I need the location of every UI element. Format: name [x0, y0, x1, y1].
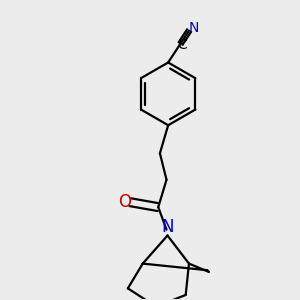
Text: O: O: [118, 193, 131, 211]
Text: N: N: [188, 21, 199, 35]
Text: C: C: [177, 38, 187, 52]
Text: N: N: [162, 218, 174, 236]
